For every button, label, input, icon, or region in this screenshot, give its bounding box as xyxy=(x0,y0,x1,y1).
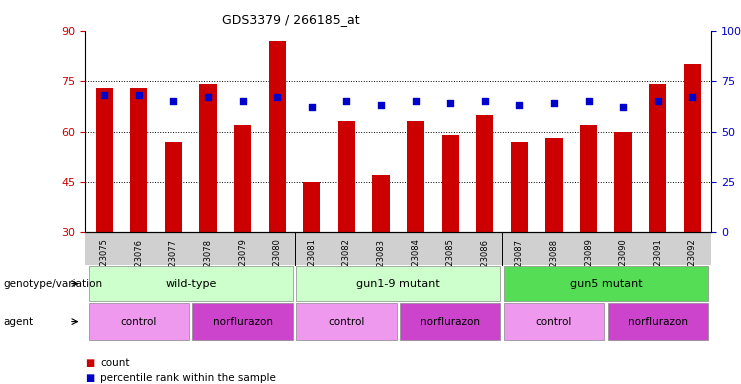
Text: gun5 mutant: gun5 mutant xyxy=(570,278,642,289)
Point xyxy=(617,104,629,111)
Bar xyxy=(580,125,597,232)
Point xyxy=(99,92,110,98)
Bar xyxy=(268,41,286,232)
Point xyxy=(514,102,525,108)
Bar xyxy=(234,125,251,232)
Text: ■: ■ xyxy=(85,358,94,368)
Text: control: control xyxy=(328,316,365,327)
Point xyxy=(479,98,491,104)
Bar xyxy=(442,135,459,232)
Point xyxy=(375,102,387,108)
Text: norflurazon: norflurazon xyxy=(420,316,480,327)
Point xyxy=(410,98,422,104)
Bar xyxy=(130,88,147,232)
Point xyxy=(271,94,283,100)
Text: wild-type: wild-type xyxy=(165,278,216,289)
Text: count: count xyxy=(100,358,130,368)
Text: control: control xyxy=(536,316,572,327)
Text: norflurazon: norflurazon xyxy=(628,316,688,327)
Text: control: control xyxy=(121,316,157,327)
Bar xyxy=(649,84,666,232)
Bar xyxy=(614,131,632,232)
Bar xyxy=(338,121,355,232)
Point xyxy=(652,98,664,104)
Point xyxy=(133,92,144,98)
Bar xyxy=(165,142,182,232)
Text: agent: agent xyxy=(4,316,34,327)
Bar xyxy=(476,115,494,232)
Point xyxy=(202,94,214,100)
Bar xyxy=(511,142,528,232)
Point xyxy=(548,100,560,106)
Bar xyxy=(303,182,320,232)
Bar xyxy=(96,88,113,232)
Text: gun1-9 mutant: gun1-9 mutant xyxy=(356,278,440,289)
Bar xyxy=(372,175,390,232)
Point xyxy=(340,98,352,104)
Point xyxy=(582,98,594,104)
Text: norflurazon: norflurazon xyxy=(213,316,273,327)
Bar xyxy=(545,138,562,232)
Text: GDS3379 / 266185_at: GDS3379 / 266185_at xyxy=(222,13,360,26)
Point xyxy=(306,104,318,111)
Point xyxy=(167,98,179,104)
Bar xyxy=(407,121,425,232)
Text: percentile rank within the sample: percentile rank within the sample xyxy=(100,373,276,383)
Point xyxy=(236,98,248,104)
Text: ■: ■ xyxy=(85,373,94,383)
Bar xyxy=(684,64,701,232)
Point xyxy=(686,94,698,100)
Bar xyxy=(199,84,216,232)
Text: genotype/variation: genotype/variation xyxy=(4,278,103,289)
Point xyxy=(445,100,456,106)
